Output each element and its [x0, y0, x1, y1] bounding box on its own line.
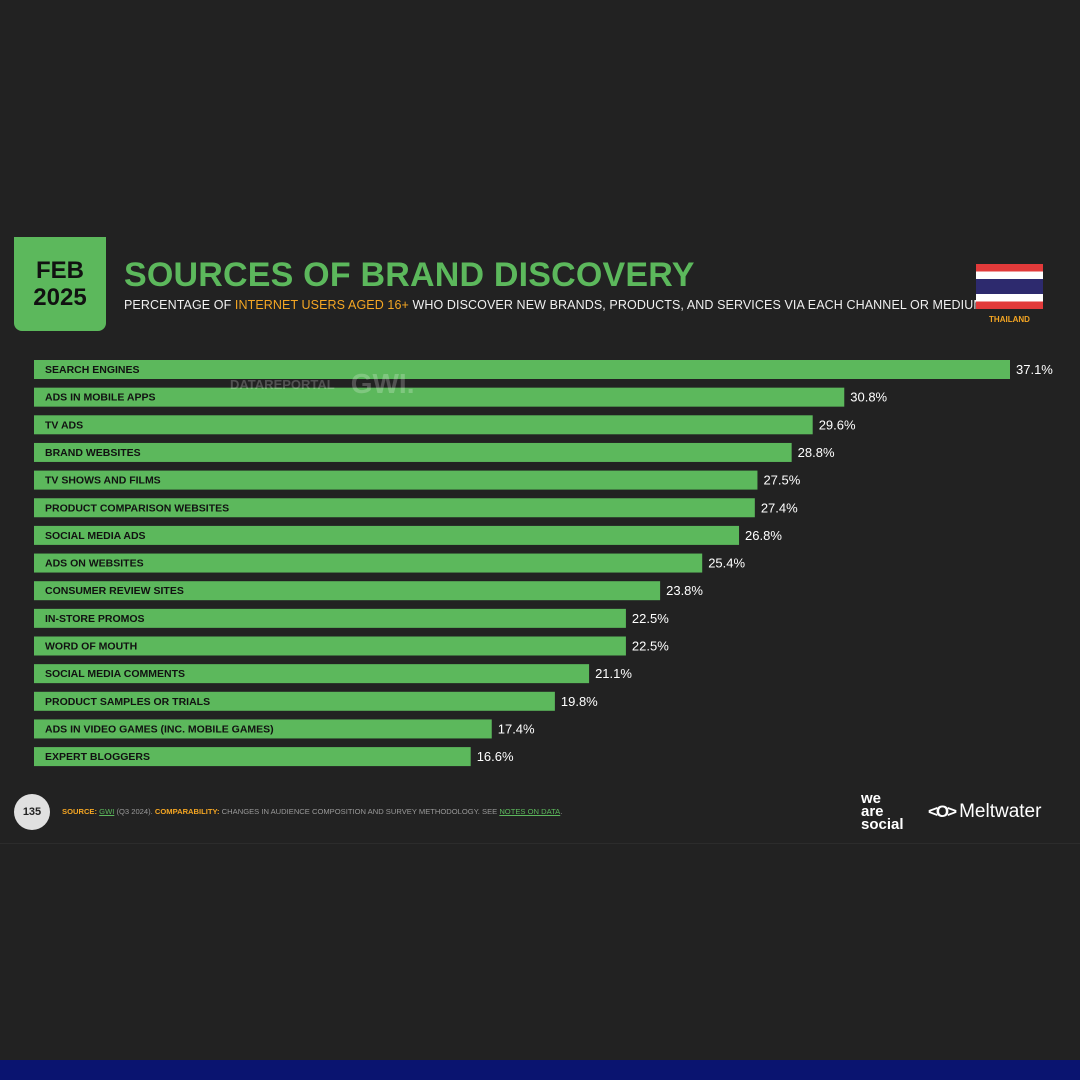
- bar-label-9: IN-STORE PROMOS: [45, 613, 145, 625]
- bar-label-0: SEARCH ENGINES: [45, 364, 140, 376]
- bar-label-13: ADS IN VIDEO GAMES (INC. MOBILE GAMES): [45, 723, 274, 735]
- value-label-7: 25.4%: [708, 556, 745, 571]
- logo-line-we: we: [861, 790, 882, 807]
- divider: [0, 843, 1080, 844]
- subtitle-highlight: INTERNET USERS AGED 16+: [234, 298, 409, 312]
- value-label-6: 26.8%: [745, 528, 782, 543]
- bar-label-7: ADS ON WEBSITES: [45, 558, 144, 570]
- bar-label-11: SOCIAL MEDIA COMMENTS: [45, 668, 185, 680]
- value-label-4: 27.5%: [763, 473, 800, 488]
- value-label-8: 23.8%: [666, 583, 703, 598]
- value-label-12: 19.8%: [561, 694, 598, 709]
- bar-9: [34, 608, 626, 628]
- bar-1: [34, 387, 845, 407]
- source-label: SOURCE:: [62, 807, 98, 816]
- bar-label-10: WORD OF MOUTH: [45, 641, 137, 653]
- notes-on-data-link[interactable]: NOTES ON DATA: [499, 807, 561, 816]
- meltwater-mark-icon: <O>: [928, 802, 957, 821]
- bar-14: [34, 747, 471, 767]
- value-label-14: 16.6%: [477, 749, 514, 764]
- watermark-datareportal: DATAREPORTAL: [230, 376, 335, 392]
- thailand-flag-icon: [976, 264, 1043, 309]
- logo-line-social: social: [861, 816, 904, 833]
- comparability-text: CHANGES IN AUDIENCE COMPOSITION AND SURV…: [219, 807, 500, 816]
- bar-7: [34, 553, 703, 573]
- value-label-10: 22.5%: [632, 639, 669, 654]
- bar-label-5: PRODUCT COMPARISON WEBSITES: [45, 502, 229, 514]
- bar-3: [34, 442, 792, 462]
- subtitle-suffix: WHO DISCOVER NEW BRANDS, PRODUCTS, AND S…: [408, 298, 984, 312]
- comparability-label: COMPARABILITY:: [154, 807, 220, 816]
- bar-6: [34, 525, 740, 545]
- bar-label-3: BRAND WEBSITES: [45, 447, 141, 459]
- logo-line-are: are: [861, 803, 884, 820]
- meltwater-name: Meltwater: [959, 801, 1042, 822]
- bar-8: [34, 581, 661, 601]
- bar-label-6: SOCIAL MEDIA ADS: [45, 530, 146, 542]
- bar-11: [34, 664, 590, 684]
- value-label-1: 30.8%: [850, 390, 887, 405]
- bar-label-8: CONSUMER REVIEW SITES: [45, 585, 184, 597]
- value-label-0: 37.1%: [1016, 362, 1053, 377]
- notes-end: .: [560, 807, 563, 816]
- date-badge: FEB 2025: [14, 237, 106, 331]
- bar-0: [34, 360, 1010, 379]
- badge-year: 2025: [33, 284, 87, 311]
- subtitle-prefix: PERCENTAGE OF: [124, 298, 235, 312]
- source-period: (Q3 2024).: [114, 807, 155, 816]
- source-link[interactable]: GWI: [99, 807, 115, 816]
- meltwater-logo: <O> Meltwater: [928, 801, 1041, 823]
- value-label-2: 29.6%: [819, 417, 856, 432]
- bar-2: [34, 415, 813, 435]
- bar-label-12: PRODUCT SAMPLES OR TRIALS: [45, 696, 210, 708]
- bar-12: [34, 691, 555, 711]
- page-number: 135: [14, 794, 50, 830]
- bar-label-14: EXPERT BLOGGERS: [45, 751, 150, 763]
- bar-4: [34, 470, 758, 490]
- watermark: DATAREPORTAL GWI.: [230, 368, 414, 400]
- bar-label-1: ADS IN MOBILE APPS: [45, 392, 155, 404]
- bar-label-2: TV ADS: [45, 419, 83, 431]
- country-label: THAILAND: [989, 315, 1030, 324]
- source-note: SOURCE: GWI (Q3 2024). COMPARABILITY: CH…: [62, 807, 562, 816]
- page-subtitle: PERCENTAGE OF INTERNET USERS AGED 16+ WH…: [124, 298, 984, 312]
- badge-month: FEB: [36, 257, 84, 284]
- bar-label-4: TV SHOWS AND FILMS: [45, 475, 161, 487]
- value-label-3: 28.8%: [798, 445, 835, 460]
- watermark-gwi: GWI.: [350, 368, 415, 399]
- bar-10: [34, 636, 626, 656]
- value-label-13: 17.4%: [498, 721, 535, 736]
- we-are-social-logo: we are social: [861, 790, 921, 833]
- bar-5: [34, 498, 755, 518]
- page-title: SOURCES OF BRAND DISCOVERY: [124, 256, 695, 294]
- value-label-11: 21.1%: [595, 666, 632, 681]
- bottom-band: [0, 1060, 1080, 1080]
- value-label-9: 22.5%: [632, 611, 669, 626]
- value-label-5: 27.4%: [761, 500, 798, 515]
- bar-13: [34, 719, 492, 739]
